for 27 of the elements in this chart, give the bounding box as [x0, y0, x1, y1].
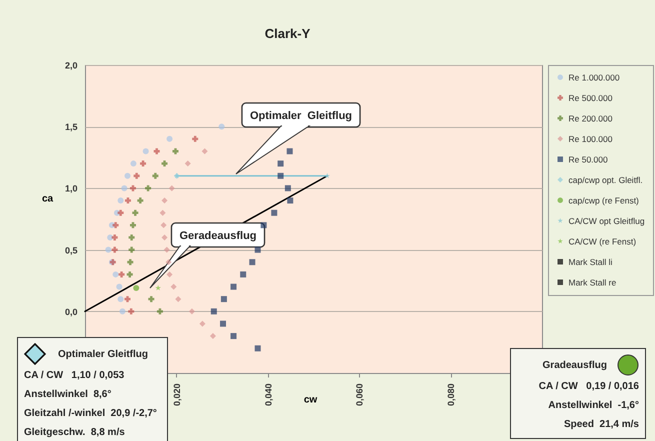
annotation: Geradeausflug — [179, 230, 257, 242]
chart-title: Clark-Y — [264, 26, 311, 41]
legend-label: Re 200.000 — [568, 113, 613, 124]
legend-label: Re 500.000 — [568, 92, 613, 103]
x-tick-label: 0,080 — [446, 384, 456, 406]
y-tick-label: 0,0 — [64, 306, 78, 317]
annotation: Optimaler Gleitflug — [250, 110, 352, 122]
legend-label: Re 50.000 — [568, 154, 608, 164]
annotation: Optimaler Gleitflug CA / CW 1,10 / 0,053 Anstellwinkel 8,6° Gleitzahl /-winkel 20,9 /-2,7° Gleitgeschw. 8,8 m/s — [24, 348, 158, 440]
legend-label: Re 1.000.000 — [568, 72, 620, 82]
legend-label: Mark Stall re — [568, 277, 616, 288]
x-tick-label: 0,020 — [172, 384, 182, 406]
y-tick-label: 0,5 — [64, 245, 78, 256]
y-tick-label: 2,0 — [64, 60, 78, 70]
legend-label: Mark Stall li — [568, 256, 613, 267]
y-axis-title: ca — [42, 194, 54, 204]
legend-label: Re 100.000 — [568, 134, 613, 144]
legend-label: cap/cwp (re Fenst) — [568, 195, 640, 206]
x-tick-label: 0,040 — [263, 384, 274, 406]
x-tick-label: 0,060 — [354, 384, 365, 406]
annotation: Gradeausflug CA / CW 0,19 / 0,016 Anstellwinkel -1,6° Speed 21,4 m/s — [538, 358, 639, 432]
legend-label: CA/CW opt Gleitflug — [568, 216, 645, 226]
y-tick-label: 1,0 — [64, 184, 78, 194]
y-tick-label: 1,5 — [64, 122, 78, 132]
x-axis-title: cw — [304, 394, 318, 406]
legend-label: cap/cwp opt. Gleitfl. — [568, 174, 643, 185]
legend-label: CA/CW (re Fenst) — [568, 236, 636, 246]
